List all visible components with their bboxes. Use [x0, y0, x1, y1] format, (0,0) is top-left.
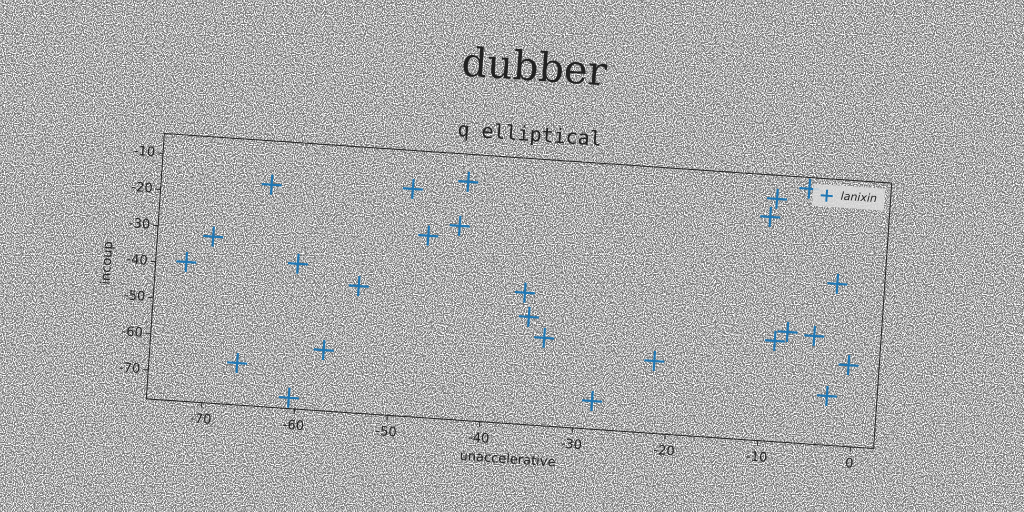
point — [644, 350, 665, 372]
x-tick-label: 0 — [845, 456, 854, 472]
point — [838, 355, 859, 376]
point — [313, 340, 334, 361]
chart-title: dubber — [460, 40, 609, 96]
x-tick-label: -40 — [468, 430, 490, 446]
point — [518, 306, 539, 327]
y-tick-label: -60 — [121, 324, 143, 340]
y-tick-label: -40 — [126, 252, 148, 268]
point — [261, 174, 282, 195]
x-tick-label: -20 — [653, 443, 675, 459]
point — [777, 321, 798, 343]
point — [534, 327, 555, 348]
point — [827, 273, 848, 294]
x-tick-label: -50 — [375, 424, 397, 440]
x-tick-label: -60 — [282, 418, 304, 434]
point — [449, 215, 470, 236]
point — [581, 390, 603, 412]
point — [764, 330, 785, 351]
y-tick-label: -30 — [128, 216, 150, 232]
legend-box — [811, 183, 886, 211]
point — [348, 276, 369, 297]
point — [418, 225, 439, 246]
x-tick-label: -10 — [746, 449, 768, 465]
point — [760, 206, 781, 227]
y-axis-label: incoup — [98, 241, 116, 285]
point — [278, 387, 299, 408]
point — [227, 352, 248, 374]
point — [203, 226, 224, 247]
point — [402, 178, 423, 199]
point — [767, 188, 788, 209]
point — [804, 325, 825, 347]
point — [287, 253, 308, 274]
x-tick-label: -30 — [560, 437, 582, 453]
y-tick-label: -70 — [119, 361, 141, 377]
point — [458, 171, 479, 192]
legend-marker — [820, 189, 833, 202]
y-tick-label: -10 — [133, 144, 155, 160]
point — [514, 282, 535, 303]
point — [816, 385, 837, 407]
point — [176, 251, 197, 273]
x-axis-label: unaccelerative — [459, 449, 556, 470]
plot-frame — [145, 132, 893, 450]
x-tick-label: -70 — [190, 411, 212, 427]
y-tick-label: -50 — [124, 288, 146, 304]
legend-label: lanixin — [840, 190, 877, 205]
y-tick-label: -20 — [131, 180, 153, 196]
